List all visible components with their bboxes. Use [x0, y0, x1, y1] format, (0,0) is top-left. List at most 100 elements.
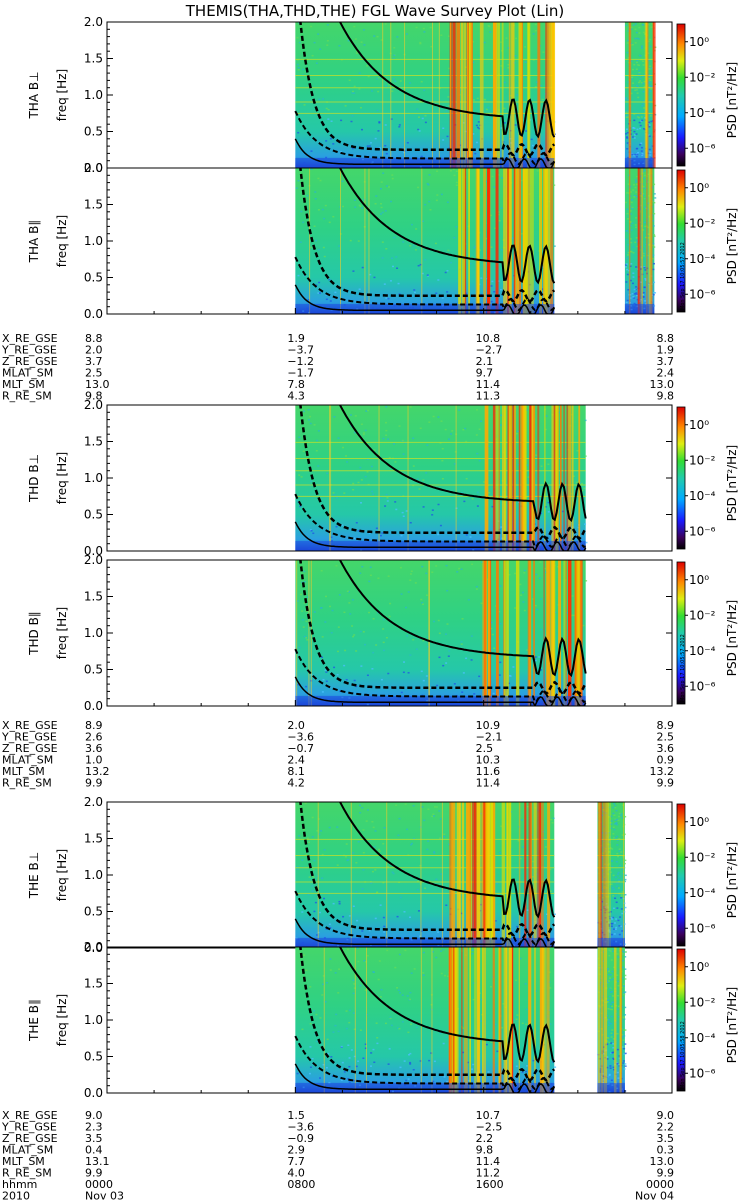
colorbar-tick-label: 10⁰	[689, 815, 709, 829]
noise-pixel	[296, 600, 299, 602]
noise-pixel	[620, 813, 623, 815]
noise-pixel	[422, 972, 425, 974]
noise-pixel	[463, 500, 466, 503]
noise-pixel	[507, 66, 510, 69]
wave-band	[516, 168, 520, 314]
noise-pixel	[629, 195, 632, 197]
noise-pixel	[440, 950, 443, 952]
ephemeris-value: 2.5	[85, 367, 103, 380]
noise-pixel	[313, 41, 316, 44]
noise-pixel	[642, 293, 645, 296]
noise-pixel	[540, 628, 543, 631]
noise-pixel	[417, 128, 420, 131]
noise-pixel	[643, 169, 646, 172]
noise-pixel	[611, 1052, 614, 1054]
noise-pixel	[388, 1048, 391, 1050]
noise-pixel	[424, 203, 427, 206]
ephemeris-value: 3.5	[657, 1132, 675, 1145]
wave-band	[519, 168, 522, 314]
noise-pixel	[502, 1003, 505, 1005]
wave-band	[555, 405, 558, 551]
noise-pixel	[357, 960, 360, 963]
wave-band	[533, 802, 537, 948]
colorbar-tick-label: 10⁻²	[689, 995, 716, 1009]
noise-pixel	[641, 104, 644, 107]
noise-pixel	[634, 224, 637, 226]
noise-pixel	[318, 98, 321, 101]
noise-pixel	[617, 879, 620, 881]
noise-pixel	[310, 529, 313, 532]
spectrogram-data	[294, 168, 657, 314]
wave-band	[600, 802, 603, 948]
noise-pixel	[394, 80, 397, 82]
noise-pixel	[507, 682, 510, 685]
noise-pixel	[643, 266, 646, 268]
noise-pixel	[499, 585, 502, 587]
noise-pixel	[358, 804, 361, 807]
noise-pixel	[317, 248, 320, 251]
wave-band	[604, 947, 608, 1093]
noise-pixel	[643, 266, 646, 269]
noise-pixel	[344, 855, 347, 858]
noise-pixel	[524, 983, 527, 985]
noise-pixel	[536, 922, 539, 925]
noise-pixel	[396, 987, 399, 989]
noise-pixel	[315, 284, 318, 286]
noise-pixel	[361, 565, 364, 568]
noise-pixel	[478, 191, 481, 193]
noise-pixel	[448, 105, 451, 107]
noise-pixel	[357, 840, 360, 843]
noise-pixel	[382, 649, 385, 652]
noise-pixel	[349, 414, 352, 416]
noise-pixel	[621, 834, 624, 836]
wave-band	[460, 22, 464, 168]
noise-pixel	[651, 220, 654, 222]
noise-pixel	[398, 953, 401, 956]
noise-pixel	[398, 124, 401, 126]
noise-pixel	[640, 45, 643, 47]
noise-pixel	[602, 1017, 605, 1020]
noise-pixel	[473, 693, 476, 695]
noise-pixel	[320, 607, 323, 609]
noise-pixel	[446, 135, 449, 138]
noise-pixel	[413, 837, 416, 840]
noise-pixel	[362, 1057, 365, 1060]
noise-pixel	[447, 249, 450, 252]
noise-pixel	[440, 420, 443, 422]
noise-pixel	[475, 141, 478, 144]
noise-pixel	[606, 981, 609, 984]
colorbar-label: PSD [nT²/Hz]	[725, 600, 739, 676]
y-tick-label: 2.0	[84, 795, 103, 809]
noise-pixel	[500, 825, 503, 827]
noise-pixel	[309, 986, 312, 988]
noise-pixel	[449, 170, 452, 172]
noise-pixel	[612, 826, 615, 829]
noise-pixel	[606, 1066, 609, 1069]
noise-pixel	[641, 75, 644, 78]
noise-pixel	[625, 281, 628, 283]
noise-pixel	[630, 191, 633, 193]
noise-pixel	[352, 905, 355, 908]
noise-pixel	[392, 872, 395, 875]
noise-pixel	[385, 434, 388, 436]
noise-pixel	[625, 98, 628, 100]
noise-pixel	[635, 191, 638, 193]
noise-pixel	[609, 822, 612, 824]
data-segment	[295, 405, 586, 551]
noise-pixel	[534, 990, 537, 992]
noise-pixel	[417, 910, 420, 912]
noise-pixel	[312, 1009, 315, 1012]
wave-band	[560, 405, 562, 551]
noise-pixel	[472, 133, 475, 135]
noise-pixel	[503, 122, 506, 124]
noise-pixel	[311, 54, 314, 57]
noise-pixel	[608, 863, 611, 865]
noise-pixel	[635, 226, 638, 229]
noise-pixel	[462, 672, 465, 674]
noise-pixel	[328, 221, 331, 224]
noise-pixel	[639, 77, 642, 80]
wave-band	[544, 405, 546, 551]
noise-pixel	[312, 868, 315, 871]
ephemeris-row-label: MLAT_SM	[2, 367, 53, 380]
noise-pixel	[646, 226, 649, 229]
